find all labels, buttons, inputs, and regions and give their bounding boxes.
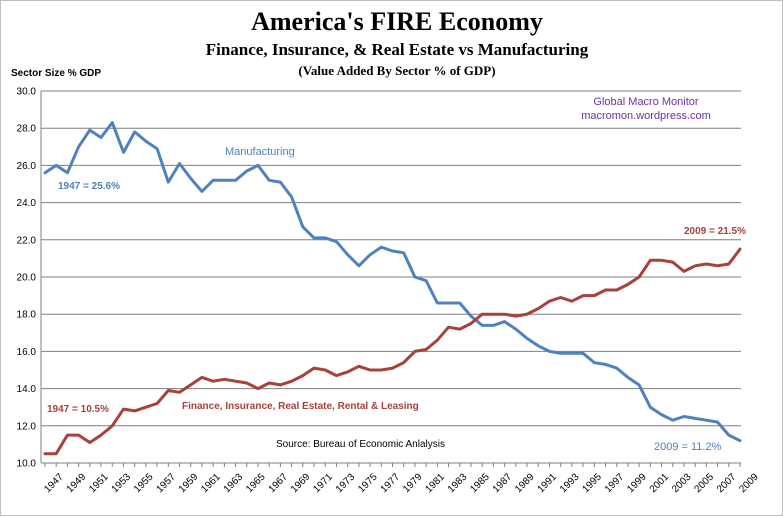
y-tick-label: 28.0 xyxy=(17,124,37,135)
x-tick-label: 2007 xyxy=(715,471,739,495)
credit-line-2: macromon.wordpress.com xyxy=(581,110,711,122)
y-axis-label: Sector Size % GDP xyxy=(11,68,101,79)
x-tick-label: 1991 xyxy=(536,471,560,495)
y-tick-label: 22.0 xyxy=(17,235,37,246)
x-tick-labels: 1947194919511953195519571959196119631965… xyxy=(42,471,761,495)
x-tick-label: 1969 xyxy=(289,471,313,495)
x-tick-label: 1953 xyxy=(110,471,134,495)
manufacturing-line xyxy=(43,121,742,443)
source-note: Source: Bureau of Economic Anlalysis xyxy=(276,439,445,450)
fire-line xyxy=(43,247,742,456)
y-tick-label: 24.0 xyxy=(17,198,37,209)
y-tick-label: 16.0 xyxy=(17,347,37,358)
gridlines xyxy=(41,90,741,427)
x-tick-label: 1965 xyxy=(244,471,268,495)
x-tick-label: 2009 xyxy=(737,471,761,495)
chart-subtitle-2: (Value Added By Sector % of GDP) xyxy=(298,63,495,78)
x-tick-label: 1967 xyxy=(267,471,291,495)
x-tick-label: 1985 xyxy=(468,471,492,495)
x-tick-label: 1961 xyxy=(199,471,223,495)
y-tick-label: 20.0 xyxy=(17,273,37,284)
series-lines xyxy=(43,121,742,456)
x-tick-label: 1947 xyxy=(42,471,66,495)
x-tick-label: 1971 xyxy=(311,471,335,495)
x-tick-label: 2005 xyxy=(693,471,717,495)
y-tick-label: 30.0 xyxy=(17,87,37,98)
fire-series-label: Finance, Insurance, Real Estate, Rental … xyxy=(182,401,419,412)
y-tick-label: 10.0 xyxy=(17,459,37,470)
fire-end-annotation: 2009 = 21.5% xyxy=(684,226,746,237)
axes xyxy=(40,91,741,467)
x-tick-label: 1973 xyxy=(334,471,358,495)
x-tick-label: 1995 xyxy=(580,471,604,495)
y-tick-label: 18.0 xyxy=(17,310,37,321)
y-tick-label: 12.0 xyxy=(17,421,37,432)
x-tick-label: 1983 xyxy=(446,471,470,495)
manufacturing-start-annotation: 1947 = 25.6% xyxy=(58,181,120,192)
x-tick-label: 1963 xyxy=(222,471,246,495)
y-tick-label: 14.0 xyxy=(17,384,37,395)
x-tick-label: 1999 xyxy=(625,471,649,495)
x-tick-label: 1989 xyxy=(513,471,537,495)
manufacturing-series-label: Manufacturing xyxy=(225,146,295,158)
x-tick-label: 2001 xyxy=(648,471,672,495)
x-tick-label: 1993 xyxy=(558,471,582,495)
chart-title: America's FIRE Economy xyxy=(251,7,543,36)
x-tick-label: 1975 xyxy=(356,471,380,495)
x-tick-label: 1949 xyxy=(65,471,89,495)
x-tick-label: 1955 xyxy=(132,471,156,495)
y-tick-labels: 10.0 12.0 14.0 16.0 18.0 20.0 22.0 24.0 26.0 28.0… xyxy=(17,87,37,470)
x-tick-label: 1997 xyxy=(603,471,627,495)
y-tick-label: 26.0 xyxy=(17,161,37,172)
x-tick-label: 1979 xyxy=(401,471,425,495)
credit-line-1: Global Macro Monitor xyxy=(593,96,698,108)
x-tick-label: 2003 xyxy=(670,471,694,495)
manufacturing-end-annotation: 2009 = 11.2% xyxy=(654,441,722,453)
x-tick-label: 1959 xyxy=(177,471,201,495)
fire-start-annotation: 1947 = 10.5% xyxy=(47,404,109,415)
x-tick-label: 1977 xyxy=(379,471,403,495)
x-tick-label: 1951 xyxy=(87,471,111,495)
x-tick-label: 1981 xyxy=(423,471,447,495)
x-tick-label: 1987 xyxy=(491,471,515,495)
chart-subtitle: Finance, Insurance, & Real Estate vs Man… xyxy=(206,40,589,59)
x-tick-label: 1957 xyxy=(154,471,178,495)
